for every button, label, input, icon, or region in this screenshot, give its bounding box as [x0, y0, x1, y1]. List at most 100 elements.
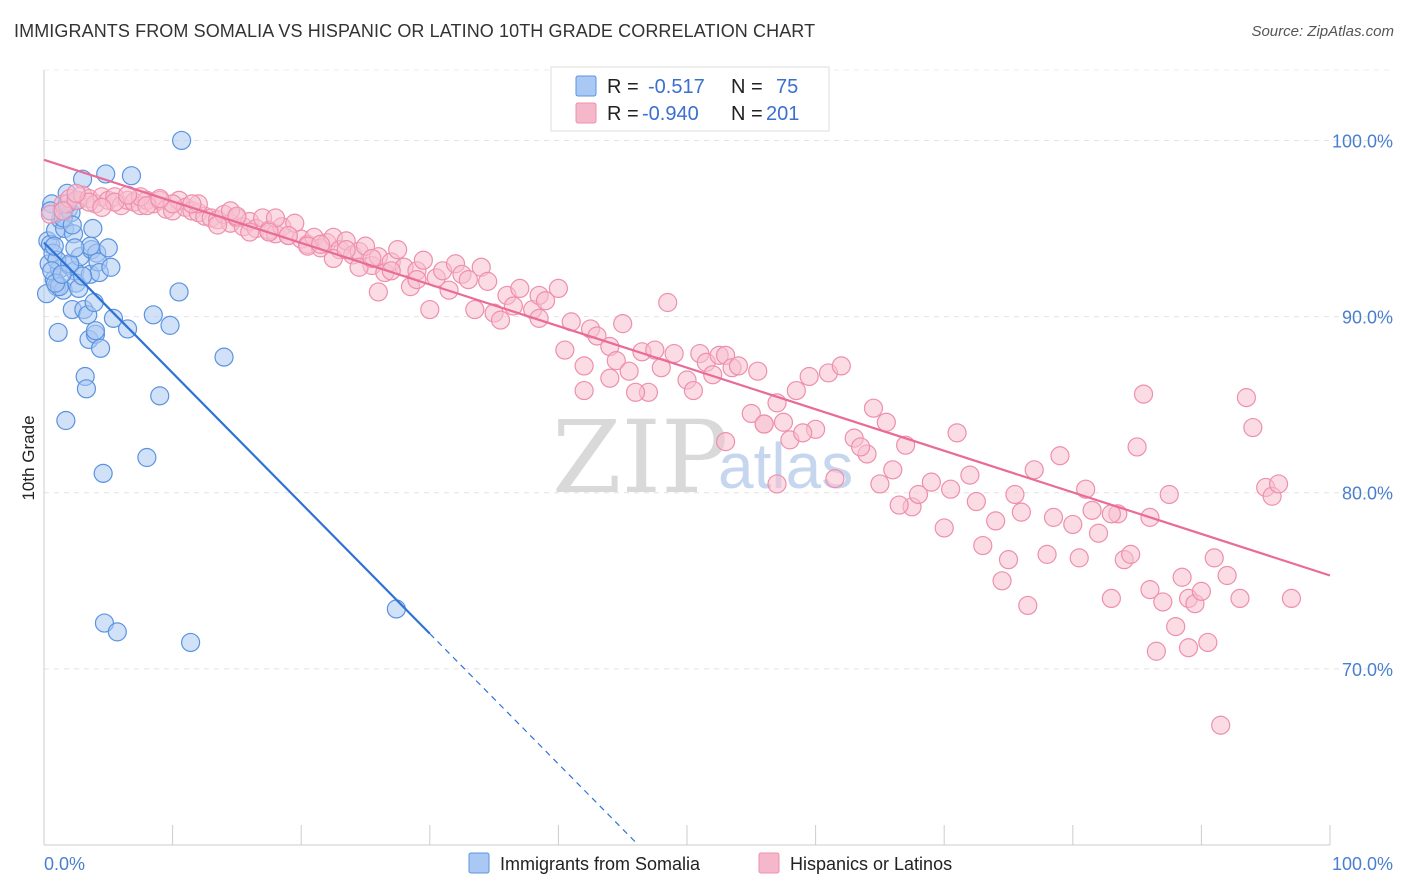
hispanic-point [863, 398, 884, 418]
hispanic-point [921, 472, 941, 492]
hispanic-point [1140, 580, 1160, 600]
hispanic-point [388, 240, 408, 260]
somalia-point [84, 292, 104, 313]
hispanic-point [1159, 484, 1179, 505]
somalia-point [137, 447, 157, 468]
y-tick-labels: 70.0% 80.0% 90.0% 100.0% [1332, 131, 1393, 679]
y-tick-label: 90.0% [1342, 308, 1393, 328]
hispanic-point [535, 291, 556, 311]
hispanic-point [1076, 479, 1096, 499]
somalia-point [143, 305, 163, 325]
somalia-point [181, 632, 201, 653]
somalia-point [93, 463, 113, 483]
hispanic-point [1191, 581, 1212, 601]
hispanic-point [529, 308, 549, 328]
hispanic-point [1005, 484, 1025, 505]
hispanic-point [1268, 474, 1289, 494]
hispanic-point [831, 356, 851, 376]
hispanic-point [1198, 632, 1218, 653]
hispanic-point [748, 361, 768, 381]
legend-swatch-hispanic [575, 102, 597, 124]
hispanic-point [625, 382, 646, 402]
hispanic-point [799, 366, 819, 387]
hispanic-point [490, 310, 511, 330]
hispanic-point [1172, 567, 1192, 587]
hispanic-point [1211, 715, 1231, 735]
hispanic-point [703, 365, 723, 385]
y-tick-label: 80.0% [1342, 484, 1393, 504]
somalia-point [150, 386, 170, 406]
hispanic-point [715, 432, 736, 452]
legend-n-label-1: N = [731, 76, 763, 98]
hispanic-point [1217, 565, 1237, 586]
hispanic-point [1133, 384, 1154, 404]
hispanic-trend-line [43, 158, 1331, 577]
y-tick-label: 100.0% [1332, 131, 1393, 151]
series-legend: Immigrants from Somalia Hispanics or Lat… [468, 852, 952, 874]
hispanic-point [150, 188, 170, 209]
hispanic-point [851, 437, 871, 457]
x-tick-label: 100.0% [1332, 854, 1393, 874]
legend-n-label-2: N = [731, 103, 763, 125]
somalia-point [98, 238, 118, 258]
hispanic-point [728, 356, 749, 376]
hispanic-point [767, 474, 787, 494]
hispanic-point [1166, 616, 1186, 637]
hispanic-point [53, 201, 73, 221]
hispanic-point [613, 314, 633, 334]
hispanic-point [1011, 502, 1031, 522]
hispanic-point [658, 292, 678, 313]
hispanic-point [1037, 544, 1057, 564]
hispanic-point [1043, 507, 1064, 527]
trend-lines [43, 158, 1331, 843]
hispanic-point [973, 535, 993, 556]
hispanic-point [1281, 588, 1302, 609]
somalia-point [101, 257, 121, 277]
hispanic-point [986, 511, 1006, 531]
somalia-trend-line [43, 241, 431, 635]
hispanic-point [825, 469, 845, 489]
legend-n-value-1: 75 [776, 76, 798, 98]
source-credit: Source: ZipAtlas.com [1251, 23, 1394, 40]
somalia-point [90, 338, 111, 358]
hispanic-point [1204, 548, 1224, 568]
hispanic-point [413, 250, 433, 270]
bottom-legend-label-hispanic: Hispanics or Latinos [790, 854, 952, 874]
hispanic-point [465, 299, 485, 320]
bottom-legend-swatch-somalia [468, 852, 490, 874]
somalia-point [107, 622, 127, 642]
somalia-point [121, 166, 142, 186]
somalia-point [103, 308, 124, 328]
data-points [36, 130, 1302, 735]
hispanic-point [883, 460, 903, 480]
hispanic-point [1121, 544, 1141, 564]
hispanic-point [478, 271, 498, 291]
bottom-legend-swatch-hispanic [758, 852, 780, 874]
hispanic-point [1146, 641, 1166, 661]
hispanic-point [548, 278, 569, 299]
hispanic-point [889, 495, 909, 515]
hispanic-point [664, 343, 684, 364]
hispanic-point [510, 278, 530, 299]
somalia-point [85, 321, 106, 341]
hispanic-point [947, 423, 967, 443]
hispanic-point [381, 261, 401, 281]
somalia-point [56, 410, 76, 431]
somalia-point [76, 379, 97, 399]
hispanic-point [741, 403, 761, 424]
hispanic-point [368, 282, 388, 302]
hispanic-point [645, 340, 665, 360]
hispanic-point [1230, 588, 1250, 609]
hispanic-point [1024, 460, 1044, 480]
hispanic-point [870, 474, 890, 494]
somalia-point [52, 264, 72, 284]
hispanic-point [941, 479, 961, 499]
hispanic-point [934, 518, 954, 538]
hispanic-point [600, 368, 620, 388]
hispanic-point [960, 465, 980, 485]
y-tick-label: 70.0% [1342, 660, 1393, 680]
legend-n-value-2: 201 [766, 103, 799, 125]
somalia-point [169, 282, 189, 302]
legend-r-label-1: R = [607, 76, 639, 98]
